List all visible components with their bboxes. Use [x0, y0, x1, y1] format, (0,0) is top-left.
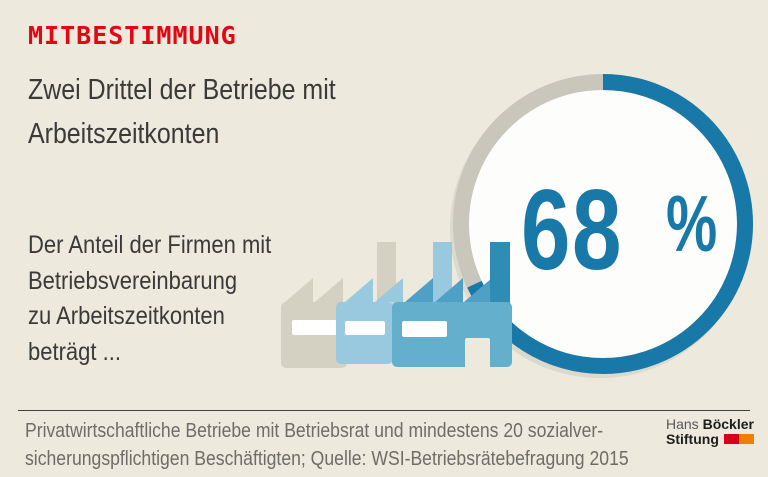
logo-word-stiftung: Stiftung: [666, 430, 719, 447]
lead-text: Der Anteil der Firmen mit Betriebsverein…: [28, 228, 271, 370]
factory-window: [345, 321, 385, 335]
donut-value-arc: [453, 74, 753, 374]
logo-red-block-icon: [723, 434, 739, 445]
donut-value-text: 68: [521, 167, 624, 294]
page-title: Zwei Drittel der Betriebe mit Arbeitszei…: [28, 68, 336, 156]
percent-sign: %: [665, 179, 718, 268]
roof-tooth-icon: [405, 278, 433, 302]
factory-illustration: [280, 240, 515, 370]
source-note-line: sicherungspflichtigen Beschäftigten; Que…: [25, 448, 629, 470]
factory-chimney-dark-icon: [490, 242, 510, 312]
logo-orange-block-icon: [738, 434, 754, 445]
title-line-1: Zwei Drittel der Betriebe mit: [28, 74, 336, 106]
factory-window: [402, 321, 447, 337]
lead-line: beträgt ...: [28, 337, 121, 366]
lead-line: zu Arbeitszeitkonten: [28, 302, 225, 330]
factory-window: [292, 320, 337, 335]
hans-boeckler-stiftung-logo: Hans Böckler Stiftung: [666, 417, 754, 446]
roof-tooth-icon: [315, 278, 343, 302]
logo-word-hans: Hans: [666, 416, 699, 432]
donut-center-label: 68 %: [521, 167, 721, 294]
footer-divider: [18, 410, 750, 411]
lead-line: Der Anteil der Firmen mit: [28, 231, 272, 259]
lead-line: Betriebsvereinbarung: [28, 266, 238, 295]
source-note-line: Privatwirtschaftliche Betriebe mit Betri…: [25, 420, 604, 442]
title-line-2: Arbeitszeitkonten: [28, 118, 220, 150]
roof-tooth-icon: [345, 278, 373, 302]
donut-chart: [453, 74, 753, 374]
logo-word-boeckler: Böckler: [702, 416, 754, 432]
source-note: Privatwirtschaftliche Betriebe mit Betri…: [25, 417, 629, 473]
roof-tooth-icon: [285, 278, 313, 302]
factory-door: [465, 338, 490, 367]
kicker-heading: MITBESTIMMUNG: [28, 21, 237, 50]
roof-tooth-icon: [464, 278, 492, 302]
